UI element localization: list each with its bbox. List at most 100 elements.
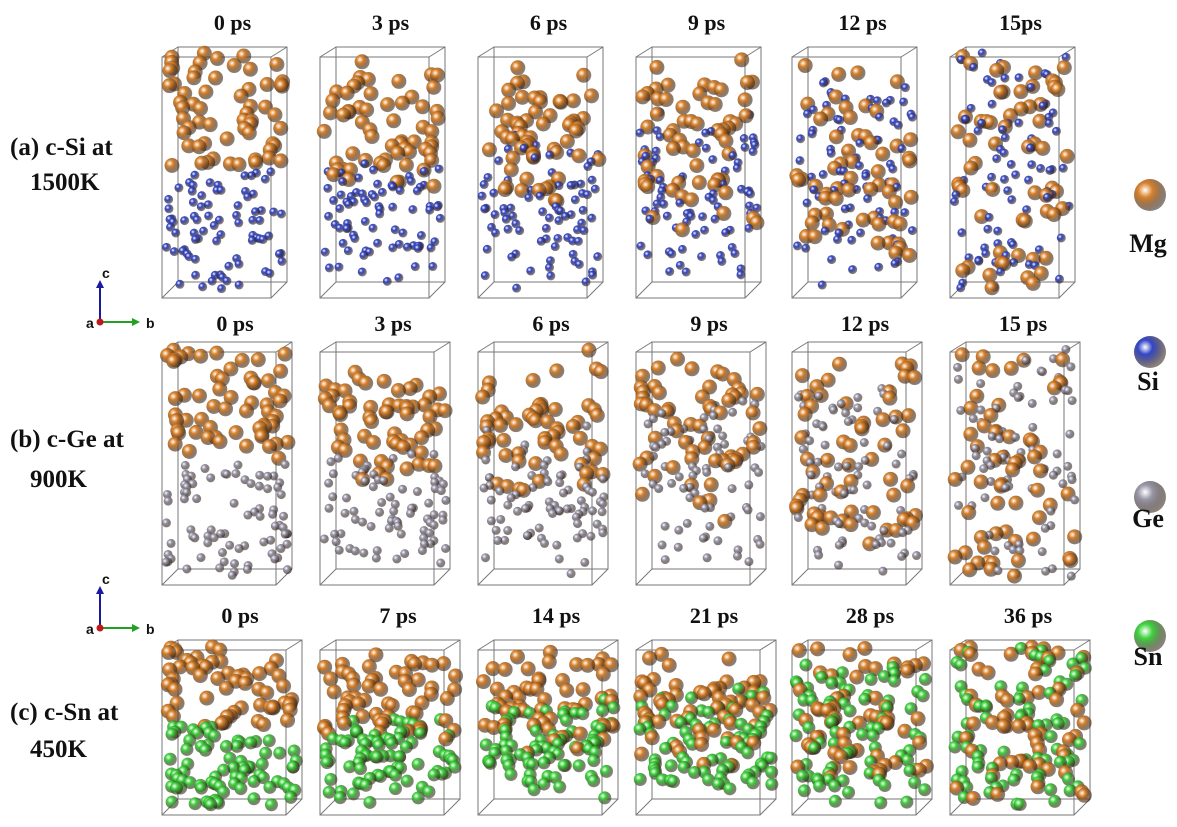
atom [675, 222, 690, 237]
atom [740, 134, 749, 143]
atom [670, 352, 685, 367]
atom [686, 143, 701, 158]
box-edge [602, 640, 618, 650]
atom [425, 206, 434, 215]
atom [222, 470, 231, 479]
atom [235, 544, 244, 553]
atom [369, 224, 378, 233]
atom [504, 225, 513, 234]
atom [554, 216, 563, 225]
atom [437, 486, 446, 495]
axis-label: b [146, 621, 155, 637]
atom [665, 759, 678, 772]
atom [545, 214, 554, 223]
atom [813, 780, 826, 793]
atom [403, 243, 412, 252]
atom [278, 347, 293, 362]
atom [261, 175, 270, 184]
atom [814, 392, 823, 401]
atom [829, 129, 844, 144]
atom [709, 411, 718, 420]
atom [701, 128, 710, 137]
atom [573, 519, 582, 528]
atom [887, 539, 896, 548]
atom [736, 270, 745, 279]
atom [358, 376, 373, 391]
atom [878, 567, 887, 576]
atom [358, 267, 367, 276]
atom [355, 54, 370, 69]
atom [685, 361, 700, 376]
atom [385, 737, 398, 750]
atom [219, 681, 234, 696]
atom [1007, 569, 1022, 584]
atom [1041, 567, 1050, 576]
atom [278, 257, 287, 266]
atom [685, 691, 698, 704]
atom [379, 476, 388, 485]
atom [164, 497, 173, 506]
atom [555, 554, 564, 563]
atom [510, 60, 525, 75]
atom [344, 246, 353, 255]
atom [582, 422, 591, 431]
atom [212, 237, 221, 246]
atom [369, 166, 378, 175]
atom [372, 554, 381, 563]
atom [588, 488, 597, 497]
atom [248, 775, 261, 788]
atom [607, 701, 620, 714]
atom [675, 472, 684, 481]
atom [364, 414, 379, 429]
atom [271, 522, 280, 531]
atom [721, 393, 736, 408]
box-edge [271, 282, 287, 298]
atom [192, 494, 201, 503]
atom [323, 671, 338, 686]
atom [744, 224, 753, 233]
box-edge [792, 569, 808, 585]
atom [487, 496, 496, 505]
atom [526, 266, 535, 275]
atom [871, 164, 886, 179]
time-label: 15 ps [999, 311, 1048, 336]
atom [864, 135, 879, 150]
atom [1033, 463, 1048, 478]
atom [428, 768, 441, 781]
atom [436, 559, 445, 568]
atom [177, 125, 192, 140]
atom [587, 754, 600, 767]
atom [900, 478, 915, 493]
atom [170, 782, 183, 795]
simulation-box [633, 640, 778, 815]
atom [1052, 127, 1061, 136]
atom [901, 408, 916, 423]
atom [347, 787, 360, 800]
atom [415, 99, 430, 114]
atom [963, 647, 978, 662]
atom [740, 75, 755, 90]
atom [1049, 692, 1064, 707]
atom [581, 343, 596, 358]
atom [637, 242, 646, 251]
atom [645, 730, 660, 745]
atom [524, 193, 533, 202]
atom [193, 101, 208, 116]
atom [678, 245, 687, 254]
atom [690, 116, 705, 131]
atom [835, 541, 844, 550]
atom [191, 255, 200, 264]
time-label: 6 ps [532, 311, 570, 336]
atom [982, 268, 997, 283]
atom [190, 533, 199, 542]
atom [698, 212, 707, 221]
atom [317, 124, 332, 139]
atom [329, 196, 338, 205]
atom [342, 494, 351, 503]
atom [847, 236, 856, 245]
atom [192, 139, 207, 154]
atom [1014, 798, 1027, 811]
atom [697, 686, 712, 701]
box-edge [478, 342, 494, 352]
atom [267, 107, 282, 122]
